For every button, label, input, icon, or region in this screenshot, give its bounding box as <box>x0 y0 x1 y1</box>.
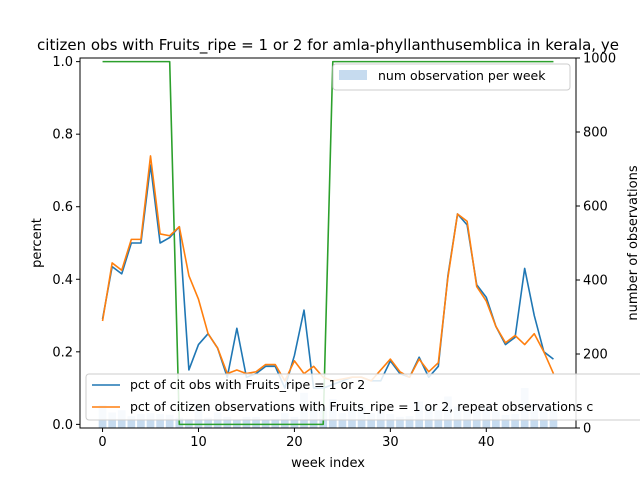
x-tick-label-0: 0 <box>98 435 106 450</box>
y2-tick-label-1000: 1000 <box>583 52 616 67</box>
y-tick-label-0.6: 0.6 <box>52 200 73 215</box>
y-axis-label: percent <box>30 218 45 268</box>
legend-bars-swatch <box>339 70 367 80</box>
bar-week-25 <box>338 413 347 428</box>
y2-tick-label-600: 600 <box>583 200 608 215</box>
y-tick-label-1: 1.0 <box>52 55 73 70</box>
bar-week-5 <box>146 413 155 428</box>
bar-week-9 <box>185 418 193 428</box>
legend-bars: num observation per week <box>332 63 571 91</box>
y-tick-label-0.2: 0.2 <box>52 345 73 360</box>
bar-week-31 <box>396 416 404 428</box>
bar-week-15 <box>242 416 251 428</box>
bar-week-13 <box>223 416 232 428</box>
x-axis-ticks: 0 10 20 30 40 <box>98 428 495 450</box>
legend-bars-frame <box>332 63 571 91</box>
bar-week-16 <box>252 416 260 428</box>
y2-tick-label-200: 200 <box>583 348 608 363</box>
bar-week-11 <box>204 417 212 428</box>
y2-tick-label-400: 400 <box>583 274 608 289</box>
x-tick-label-40: 40 <box>478 435 495 450</box>
y-tick-label-0.8: 0.8 <box>52 128 73 143</box>
bar-week-42 <box>501 415 510 428</box>
bar-week-4 <box>137 413 145 428</box>
bar-week-43 <box>511 413 519 428</box>
y-axis-ticks: 0.0 0.2 0.4 0.6 0.8 1.0 <box>52 55 80 433</box>
series-line-3 <box>102 60 554 426</box>
y2-tick-label-0: 0 <box>583 422 591 437</box>
bar-week-3 <box>127 416 136 428</box>
legend-lines: pct of cit obs with Fruits_ripe = 1 or 2… <box>85 373 640 421</box>
y2-axis-ticks: 0 200 400 600 800 1000 <box>576 52 616 437</box>
bar-week-6 <box>156 413 164 428</box>
y2-axis-label: number of observations <box>626 165 640 320</box>
y-tick-label-0.4: 0.4 <box>52 273 73 288</box>
bar-week-30 <box>386 413 395 428</box>
x-tick-label-20: 20 <box>286 435 303 450</box>
plot-frame <box>79 57 577 429</box>
bar-week-18 <box>271 418 280 428</box>
legend-series-2-label: pct of citizen observations with Fruits_… <box>130 399 593 414</box>
bar-week-20 <box>290 416 299 428</box>
bar-week-32 <box>405 416 414 428</box>
x-tick-label-10: 10 <box>190 435 207 450</box>
y2-tick-label-800: 800 <box>583 126 608 141</box>
legend-bars-label: num observation per week <box>378 68 546 83</box>
bar-week-19 <box>280 413 289 428</box>
legend-lines-frame <box>85 373 640 421</box>
x-axis-label: week index <box>291 456 365 471</box>
legend-series-1-label: pct of cit obs with Fruits_ripe = 1 or 2 <box>130 377 365 392</box>
bar-week-28 <box>367 413 376 428</box>
chart-title: citizen obs with Fruits_ripe = 1 or 2 fo… <box>37 36 619 55</box>
x-tick-label-30: 30 <box>382 435 399 450</box>
bar-week-7 <box>165 414 174 428</box>
y-tick-label-0: 0.0 <box>52 418 73 433</box>
